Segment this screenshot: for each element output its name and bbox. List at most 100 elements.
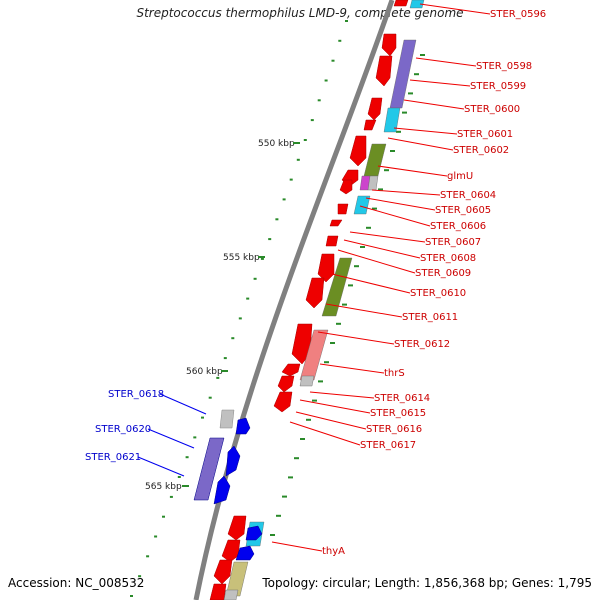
strand-tick (312, 399, 317, 402)
cds-arrow[interactable] (221, 539, 241, 563)
label-leader-line (289, 421, 361, 446)
gene-label[interactable]: STER_0607 (425, 237, 481, 248)
scale-ruler (130, 20, 425, 597)
cog-block (353, 195, 371, 215)
scale-tick (169, 495, 173, 498)
cds-arrow-reverse[interactable] (235, 545, 255, 561)
scale-tick (138, 575, 142, 578)
cog-block (299, 329, 329, 381)
scale-label: 550 kbp (258, 139, 295, 149)
cds-arrow-reverse[interactable] (235, 417, 251, 435)
cds-arrow-reverse[interactable] (193, 437, 225, 501)
strand-tick (342, 303, 347, 306)
gene-label[interactable]: STER_0609 (415, 268, 471, 279)
label-leader-line (137, 456, 185, 477)
gene-label[interactable]: STER_0608 (420, 253, 476, 264)
cds-arrow-reverse[interactable] (245, 525, 263, 541)
cds-arrow-reverse[interactable] (213, 475, 231, 505)
cog-block (383, 107, 401, 133)
scale-tick (185, 456, 189, 459)
label-leader-line (295, 411, 367, 430)
cds-arrow[interactable] (305, 277, 325, 309)
right-label-group: STER_0596 STER_0598 STER_0599 STER_0600 STER… (271, 3, 546, 557)
cds-arrow[interactable] (393, 0, 409, 7)
cds-arrow[interactable] (281, 363, 301, 377)
scale-label: 565 kbp (145, 482, 182, 492)
label-leader-line (309, 391, 375, 399)
strand-tick (348, 284, 353, 287)
scale-tick (146, 555, 150, 558)
label-leader-line (377, 165, 448, 177)
scale-labels: 550 kbp 555 kbp 560 kbp 565 kbp (145, 139, 300, 492)
label-leader-line (325, 303, 403, 318)
gene-label[interactable]: STER_0611 (402, 312, 458, 323)
strand-tick (270, 534, 275, 536)
gene-label[interactable]: STER_0606 (430, 221, 486, 232)
accession-label: Accession: NC_008532 (8, 576, 145, 590)
cds-arrow[interactable] (349, 135, 367, 167)
cds-arrow[interactable] (273, 391, 293, 413)
gene-label[interactable]: STER_0621 (85, 452, 141, 463)
scale-tick (310, 119, 314, 122)
cds-arrow[interactable] (317, 253, 335, 283)
strand-tick (384, 169, 389, 172)
cds-arrow-reverse[interactable] (219, 409, 235, 429)
gene-label[interactable]: STER_0615 (370, 408, 426, 419)
gene-label[interactable]: STER_0596 (490, 9, 546, 20)
cog-block (299, 375, 315, 387)
strand-tick (366, 226, 371, 229)
gene-label[interactable]: STER_0618 (108, 389, 164, 400)
gene-label[interactable]: STER_0601 (457, 129, 513, 140)
gene-label[interactable]: STER_0600 (464, 104, 520, 115)
cog-block (409, 0, 425, 9)
gene-label[interactable]: STER_0614 (374, 393, 430, 404)
label-leader-line (387, 137, 454, 151)
cds-arrow[interactable] (367, 97, 383, 121)
strand-tick (300, 438, 305, 440)
gene-label[interactable]: STER_0616 (366, 424, 422, 435)
strand-tick (408, 92, 413, 95)
strand-tick (372, 207, 377, 210)
cds-arrow[interactable] (337, 203, 349, 215)
scale-tick (238, 317, 242, 320)
cds-arrow[interactable] (329, 219, 343, 227)
gene-label[interactable]: STER_0610 (410, 288, 466, 299)
cds-arrow[interactable] (381, 33, 397, 57)
scale-tick (253, 277, 257, 280)
label-leader-line (299, 399, 371, 414)
gene-label[interactable]: STER_0598 (476, 61, 532, 72)
cog-block (321, 257, 353, 317)
gene-label[interactable]: glmU (447, 171, 473, 182)
cds-arrow[interactable] (227, 515, 247, 541)
label-leader-line (403, 99, 465, 110)
label-leader-line (271, 541, 323, 552)
label-leader-line (349, 231, 426, 243)
scale-label: 560 kbp (186, 367, 223, 377)
strand-tick (288, 476, 293, 479)
gene-label[interactable]: STER_0604 (440, 190, 496, 201)
cds-arrow[interactable] (277, 375, 295, 393)
gene-label[interactable]: STER_0620 (95, 424, 151, 435)
cds-arrow[interactable] (213, 559, 233, 585)
gene-label[interactable]: STER_0617 (360, 440, 416, 451)
gene-label[interactable]: thrS (384, 368, 405, 379)
cds-arrow[interactable] (325, 235, 339, 247)
gene-label[interactable]: STER_0612 (394, 339, 450, 350)
strand-tick (402, 111, 407, 114)
gene-label[interactable]: thyA (322, 546, 345, 557)
cds-arrow[interactable] (209, 583, 227, 600)
cds-arrow-reverse[interactable] (225, 445, 241, 477)
scale-tick (303, 139, 307, 141)
scale-tick (296, 158, 300, 161)
left-label-group: STER_0618 STER_0620 STER_0621 (85, 389, 207, 477)
gene-label[interactable]: STER_0602 (453, 145, 509, 156)
reverse-cds-track (193, 409, 263, 561)
scale-tick (338, 39, 342, 42)
cds-arrow[interactable] (339, 179, 353, 195)
strand-tick (276, 514, 281, 517)
gene-label[interactable]: STER_0605 (435, 205, 491, 216)
strand-tick (360, 246, 365, 248)
gene-label[interactable]: STER_0599 (470, 81, 526, 92)
cds-arrow[interactable] (363, 119, 377, 131)
cds-arrow[interactable] (375, 55, 393, 87)
